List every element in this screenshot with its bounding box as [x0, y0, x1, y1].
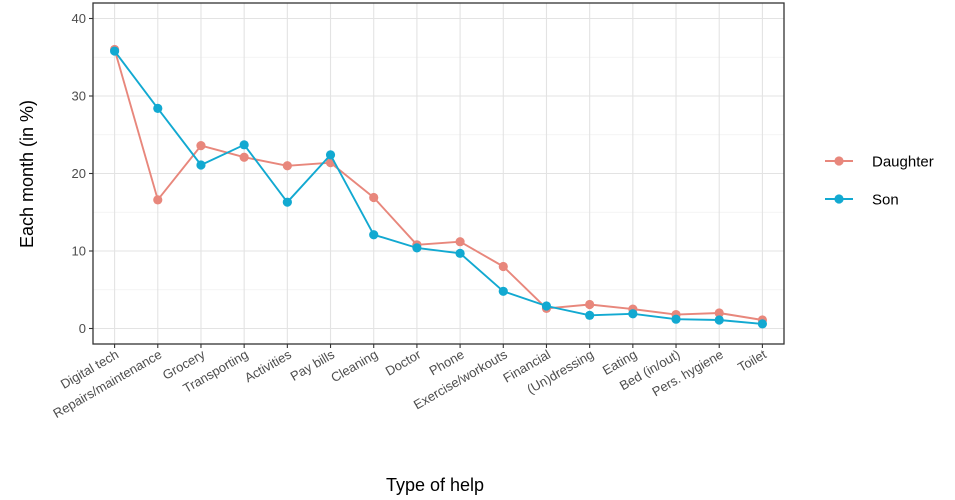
series-line	[113, 50, 763, 325]
data-point	[757, 319, 768, 329]
y-tick-label: 0	[79, 321, 86, 336]
series-son	[109, 46, 768, 329]
data-point	[239, 152, 249, 162]
y-axis: 0 10 20 30 40	[72, 11, 93, 336]
data-point	[714, 315, 724, 325]
x-axis: Digital techRepairs/maintenanceGroceryTr…	[50, 344, 769, 421]
x-tick-label: Activities	[242, 346, 294, 385]
legend-label: Son	[872, 192, 899, 209]
data-point	[153, 103, 163, 113]
data-point	[412, 243, 422, 253]
data-point	[498, 261, 508, 272]
legend-key-point	[834, 156, 844, 166]
data-point	[153, 195, 163, 205]
data-point	[455, 237, 465, 247]
x-tick-label: Pay bills	[288, 346, 338, 383]
data-point	[325, 150, 336, 160]
grid	[93, 3, 784, 344]
data-point	[498, 286, 508, 296]
data-point	[196, 160, 206, 170]
y-axis-title: Each month (in %)	[17, 100, 37, 248]
y-tick-label: 20	[72, 166, 86, 181]
data-point	[455, 248, 465, 258]
data-point	[196, 141, 206, 151]
data-point	[714, 308, 724, 318]
x-tick-label: Cleaning	[328, 347, 380, 386]
data-point	[541, 301, 552, 311]
data-point	[369, 192, 379, 203]
data-point	[282, 161, 292, 171]
x-tick-label: Doctor	[383, 346, 424, 378]
legend-key-point	[834, 194, 844, 204]
data-point	[369, 230, 379, 240]
y-tick-label: 10	[72, 244, 86, 259]
data-point	[585, 310, 595, 320]
data-point	[239, 140, 249, 150]
data-point	[671, 314, 681, 324]
x-axis-title: Type of help	[386, 475, 484, 495]
series-layer	[109, 44, 768, 329]
data-point	[282, 197, 292, 207]
data-point	[585, 299, 595, 310]
series-line	[113, 49, 763, 321]
data-point	[628, 309, 638, 319]
x-tick-label: Toilet	[735, 346, 769, 374]
legend: Daughter Son	[825, 154, 934, 209]
y-tick-label: 30	[72, 89, 86, 104]
y-tick-label: 40	[72, 11, 86, 26]
data-point	[109, 46, 120, 56]
legend-label: Daughter	[872, 154, 934, 171]
series-daughter	[109, 44, 768, 325]
